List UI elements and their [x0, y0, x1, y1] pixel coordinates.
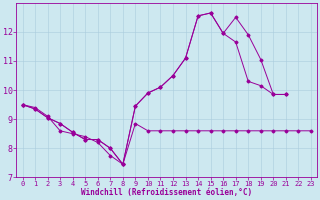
X-axis label: Windchill (Refroidissement éolien,°C): Windchill (Refroidissement éolien,°C)	[81, 188, 252, 197]
